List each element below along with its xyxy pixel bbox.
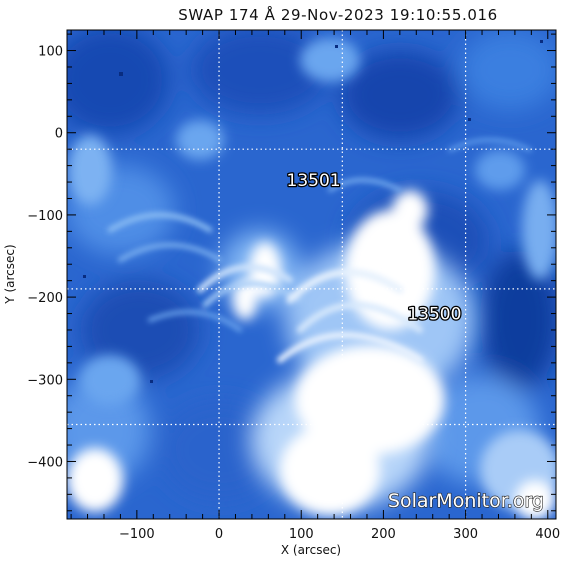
active-region-label: 13500 (407, 304, 461, 324)
x-tick-label: 0 (215, 527, 223, 542)
coordinate-grid (67, 30, 556, 519)
y-tick-label: 100 (38, 45, 63, 60)
x-tick-label: 300 (453, 527, 478, 542)
y-tick-label: −200 (27, 291, 63, 306)
y-axis-ticks: 100 0 −100 −200 −300 −400 (27, 33, 556, 512)
y-tick-label: −300 (27, 373, 63, 388)
solar-euv-image (67, 30, 556, 519)
x-tick-label: 100 (289, 527, 314, 542)
y-tick-label: −100 (27, 209, 63, 224)
x-axis-ticks: −100 0 100 200 300 400 (70, 30, 560, 542)
x-tick-label: 200 (371, 527, 396, 542)
image-title: SWAP 174 Å 29-Nov-2023 19:10:55.016 (178, 5, 498, 24)
y-tick-label: −400 (27, 455, 63, 470)
y-tick-label: 0 (55, 127, 63, 142)
solarmonitor-watermark: SolarMonitor.org (388, 490, 544, 512)
y-axis-label: Y (arcsec) (3, 244, 17, 304)
active-region-label: 13501 (287, 171, 341, 191)
x-tick-label: −100 (119, 527, 155, 542)
plot-frame (66, 29, 557, 520)
active-region-labels: 13501 13500 (285, 170, 463, 326)
x-axis-label: X (arcsec) (281, 543, 341, 557)
x-tick-label: 400 (535, 527, 560, 542)
